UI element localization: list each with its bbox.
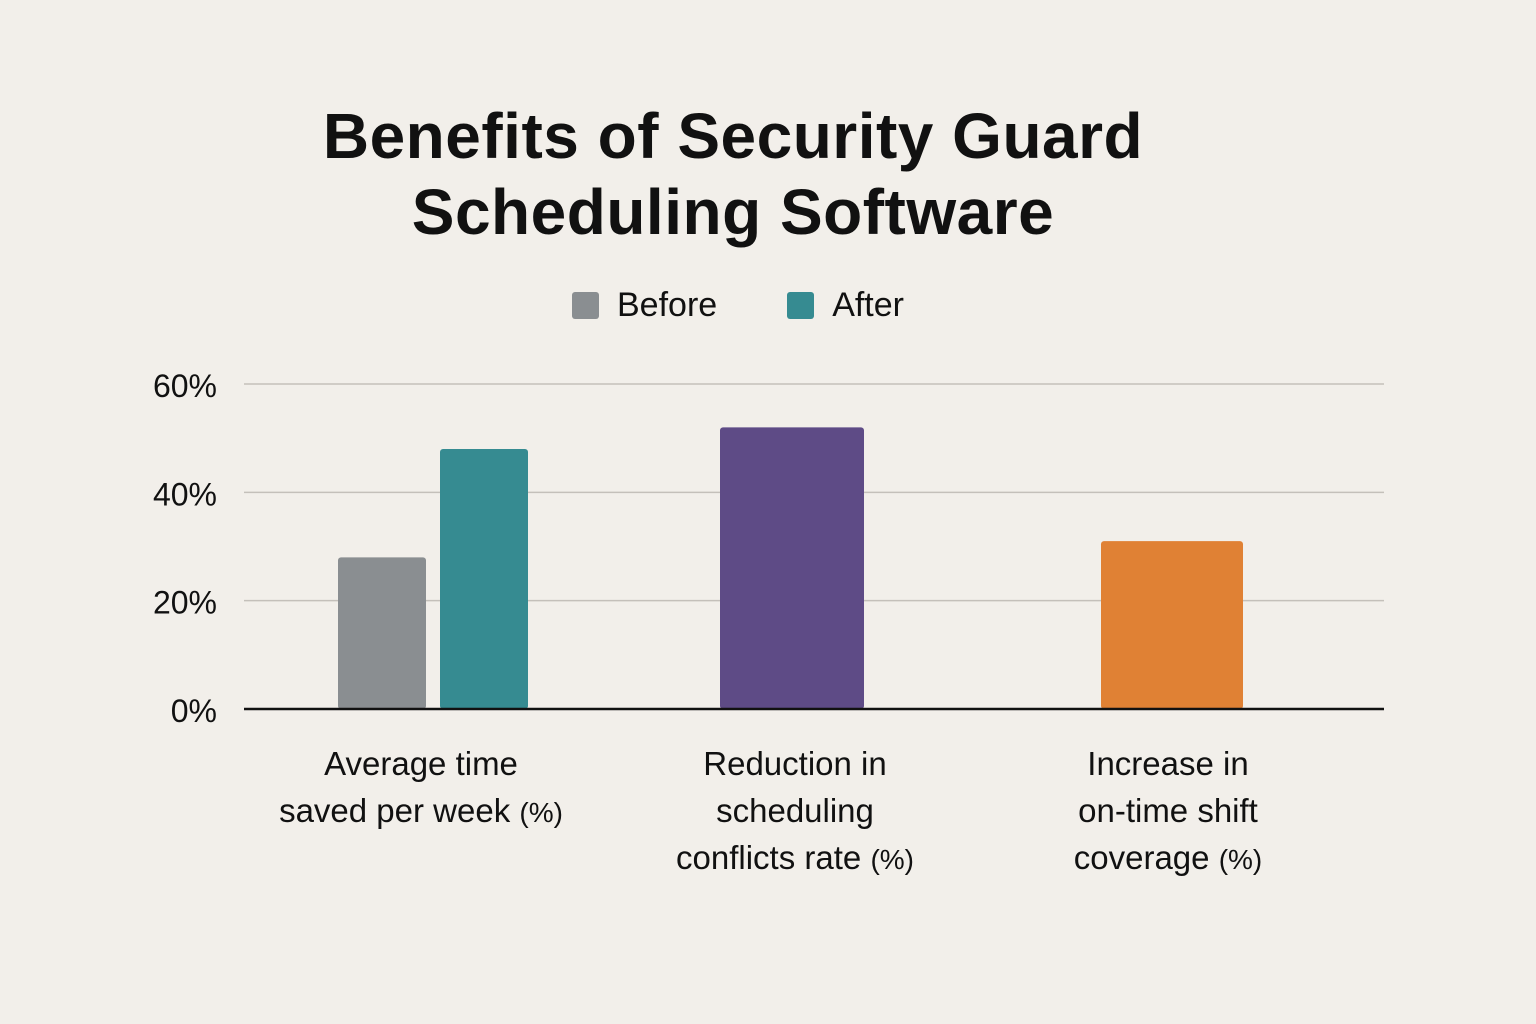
x-label-line: scheduling <box>716 792 874 829</box>
x-label-line: conflicts rate <box>676 839 862 876</box>
x-label-category-0: Average time saved per week (%) <box>241 740 601 836</box>
x-label-line: Average time <box>324 745 518 782</box>
x-label-suffix: (%) <box>519 797 563 828</box>
legend-item-before: Before <box>572 286 717 325</box>
chart-title: Benefits of Security Guard Scheduling So… <box>0 98 1466 250</box>
x-label-line: on-time shift <box>1078 792 1258 829</box>
x-label-category-2: Increase in on-time shift coverage (%) <box>988 740 1348 883</box>
x-label-category-1: Reduction in scheduling conflicts rate (… <box>615 740 975 883</box>
legend: Before After <box>0 286 1476 325</box>
x-label-line: saved per week <box>279 792 511 829</box>
x-label-suffix: (%) <box>1218 844 1263 875</box>
y-tick-label: 0% <box>171 693 217 729</box>
legend-swatch-before <box>572 292 599 319</box>
bar <box>338 557 426 709</box>
legend-item-after: After <box>787 286 904 325</box>
legend-swatch-after <box>787 292 815 319</box>
x-label-line: Reduction in <box>703 745 887 782</box>
bar <box>720 427 864 709</box>
y-tick-label: 20% <box>153 585 217 621</box>
x-label-suffix: (%) <box>870 844 914 875</box>
chart-title-line-2: Scheduling Software <box>411 176 1055 248</box>
bar <box>1101 541 1243 709</box>
y-tick-label: 40% <box>153 476 217 512</box>
chart-title-line-1: Benefits of Security Guard <box>322 100 1144 172</box>
legend-label-after: After <box>832 286 904 324</box>
x-label-line: coverage <box>1073 839 1210 876</box>
bar <box>440 449 528 709</box>
y-tick-label: 60% <box>153 368 217 404</box>
x-label-line: Increase in <box>1087 745 1249 782</box>
legend-label-before: Before <box>617 286 718 324</box>
